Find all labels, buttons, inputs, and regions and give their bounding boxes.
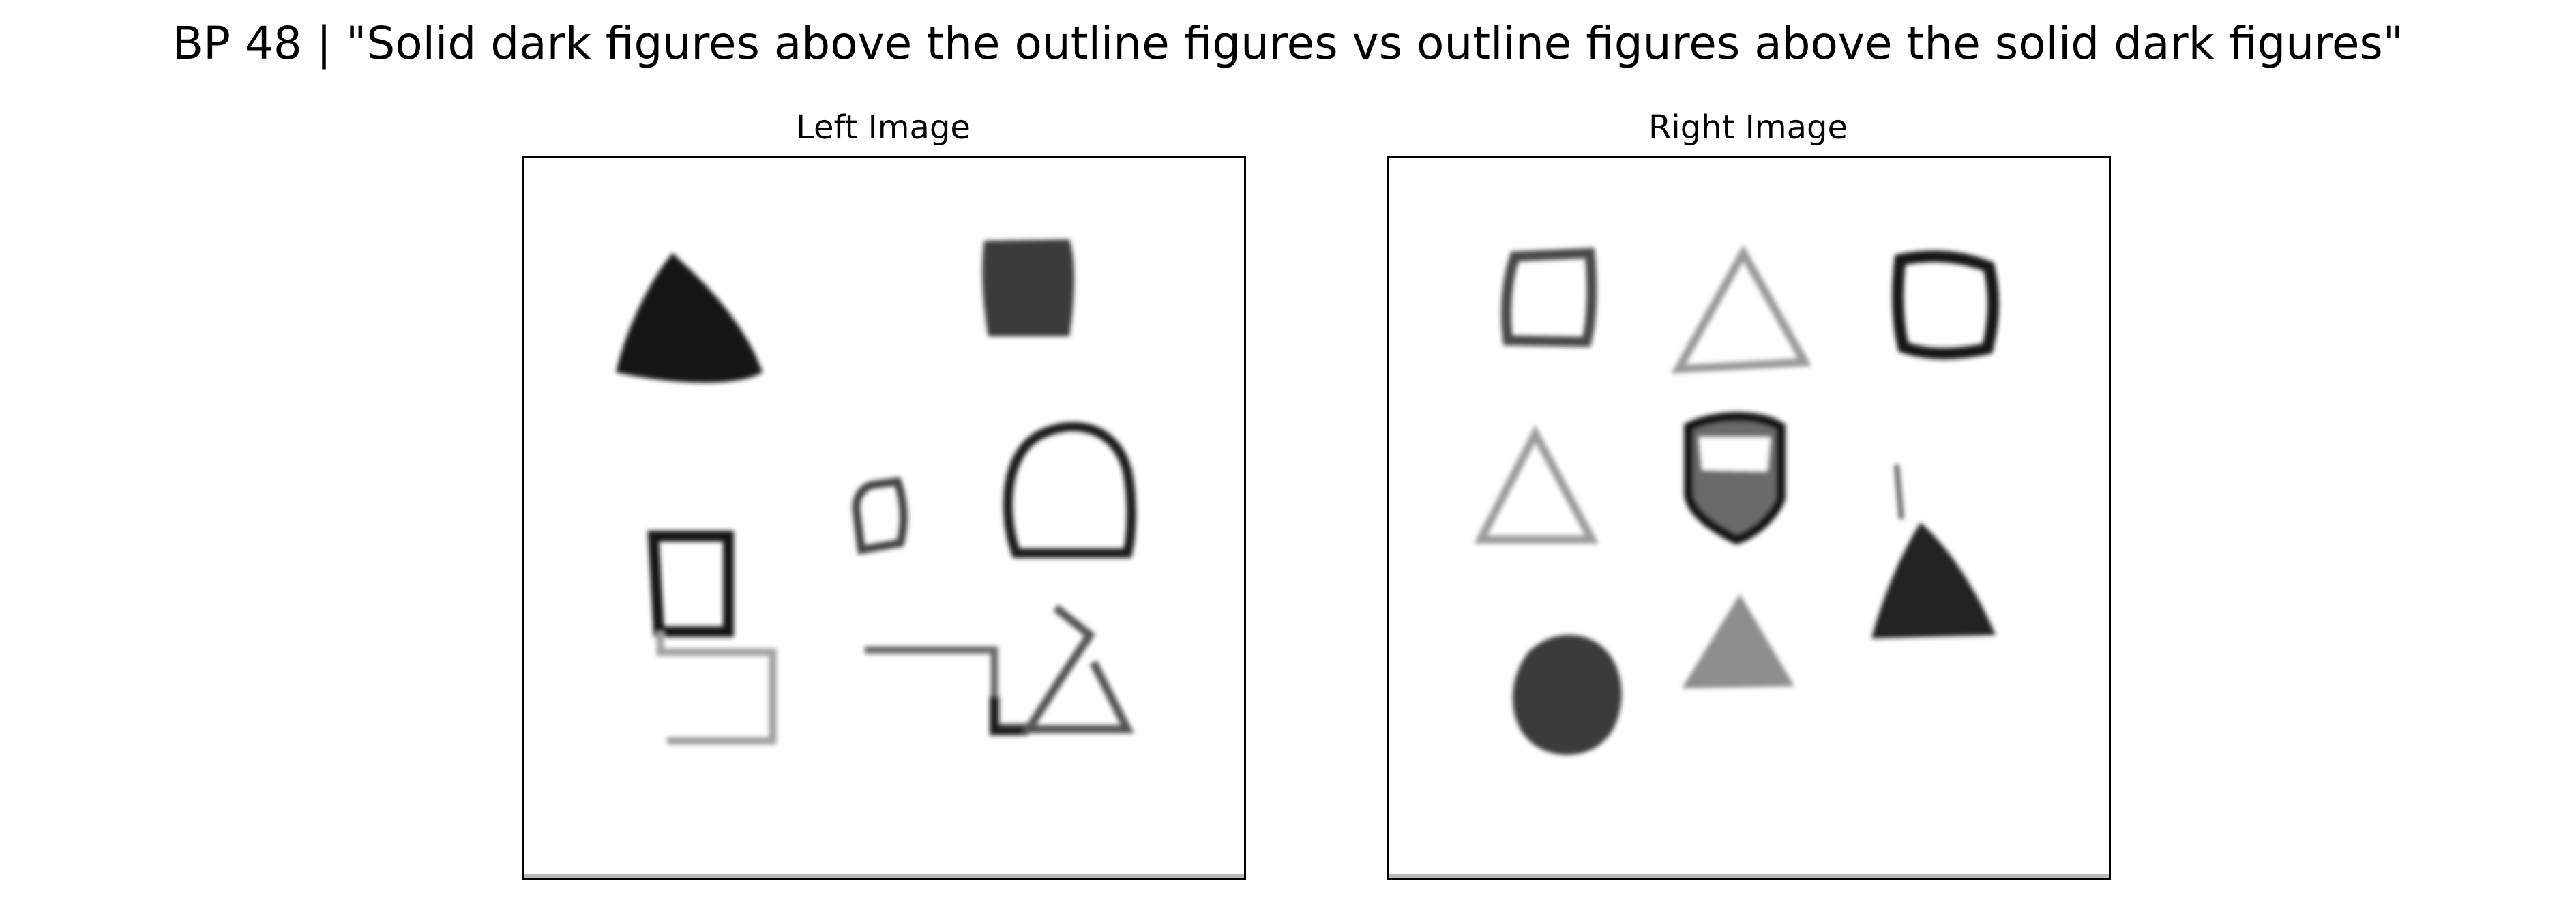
solid-dark-triangle-right (1871, 523, 1996, 638)
outline-bracket-bottom-left (656, 632, 777, 745)
right-panel-title: Right Image (1648, 108, 1848, 147)
solid-circle-bottom-left (1513, 635, 1622, 755)
left-panel-title: Left Image (796, 108, 971, 147)
outline-square-top-left (1500, 248, 1597, 347)
solid-gray-triangle-bottom-middle (1682, 594, 1794, 688)
outline-small-square (852, 477, 908, 555)
outline-square-top-right (1892, 250, 2000, 359)
left-image-canvas (616, 239, 1136, 745)
outline-zigzag (865, 646, 1032, 731)
outline-triangle-bottom-right (1021, 604, 1134, 733)
right-image-canvas (1474, 244, 2000, 755)
left-image-panel (522, 156, 1246, 880)
outline-triangle-middle-left (1474, 425, 1599, 544)
outline-square-left (647, 531, 734, 637)
solid-dark-triangle (616, 253, 763, 383)
shield-shape-middle (1684, 412, 1786, 545)
outline-triangle-top-middle (1671, 244, 1811, 374)
outline-rounded-shape (1003, 422, 1136, 558)
right-image-panel (1387, 156, 2111, 880)
thin-spike-right (1894, 464, 1904, 520)
outline-zigzag-dark (990, 696, 1028, 735)
figure-title: BP 48 | "Solid dark figures above the ou… (172, 17, 2404, 70)
solid-dark-square (982, 239, 1074, 336)
shield-inner-outline (1699, 437, 1771, 471)
